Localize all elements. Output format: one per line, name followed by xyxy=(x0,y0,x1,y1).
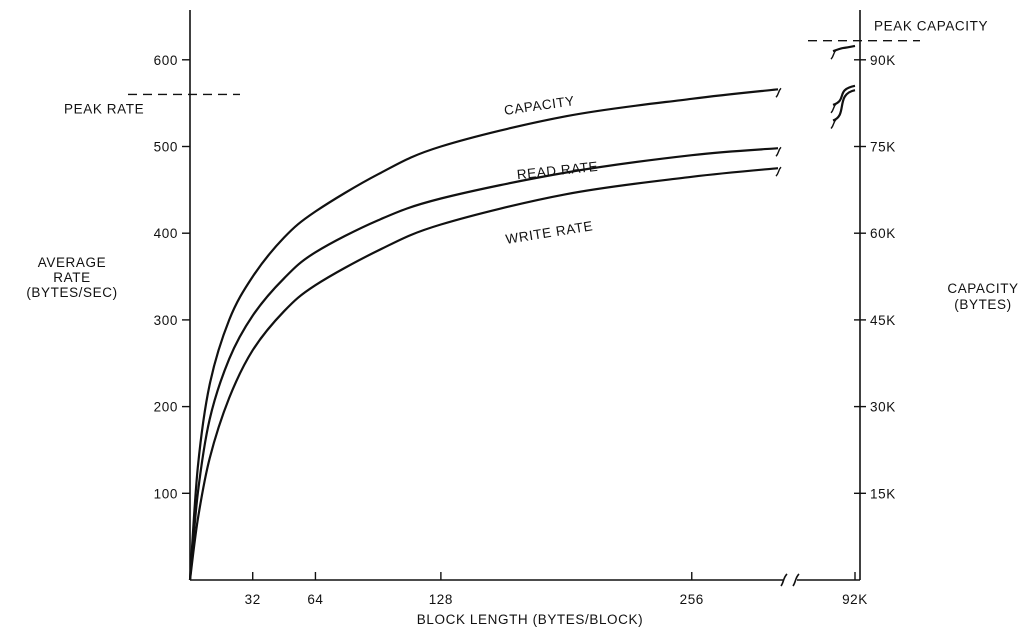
series-break-mark xyxy=(775,166,782,177)
series-line-read-rate xyxy=(188,147,779,581)
x-tick-label: 92K xyxy=(842,592,868,607)
curves xyxy=(128,40,920,581)
series-line-capacity xyxy=(188,88,779,581)
series-break-mark xyxy=(830,49,837,60)
x-axis-title: BLOCK LENGTH (BYTES/BLOCK) xyxy=(417,612,643,627)
series-break-mark xyxy=(830,103,837,114)
y-left-tick-label: 200 xyxy=(154,400,178,415)
x-axis-break-mark xyxy=(780,573,788,587)
peak-rate-label: PEAK RATE xyxy=(64,101,144,116)
axes xyxy=(189,10,861,587)
series-label: READ RATE xyxy=(516,159,599,182)
y-right-tick-label: 30K xyxy=(870,400,896,415)
series-tail-read-rate xyxy=(832,84,856,106)
series-tail-write-rate xyxy=(832,89,856,122)
x-tick-label: 128 xyxy=(429,592,453,607)
series-break-mark xyxy=(775,87,782,98)
x-axis-break-mark xyxy=(792,573,800,587)
series-break-mark xyxy=(775,146,782,157)
y-left-tick-label: 300 xyxy=(154,313,178,328)
ticks xyxy=(182,59,866,580)
series-break-mark xyxy=(830,118,837,129)
y-right-tick-label: 75K xyxy=(870,140,896,155)
y-left-axis-title: AVERAGE xyxy=(38,255,106,270)
y-right-axis-title: (BYTES) xyxy=(954,297,1011,312)
y-right-tick-label: 15K xyxy=(870,486,896,501)
y-left-axis-title: RATE xyxy=(53,270,90,285)
x-tick-label: 32 xyxy=(245,592,261,607)
y-right-axis-title: CAPACITY xyxy=(947,281,1018,296)
series-line-write-rate xyxy=(188,167,779,581)
y-right-tick-label: 90K xyxy=(870,53,896,68)
peak-capacity-label: PEAK CAPACITY xyxy=(874,19,988,34)
labels: 32 64 128 256 92K 100 200 300 400 500 600 15K 30K 45K… xyxy=(26,19,1018,627)
series-label: WRITE RATE xyxy=(505,218,595,247)
y-right-tick-label: 45K xyxy=(870,313,896,328)
series-label: CAPACITY xyxy=(503,93,576,118)
y-left-tick-label: 100 xyxy=(154,486,178,501)
x-tick-label: 256 xyxy=(680,592,704,607)
x-tick-label: 64 xyxy=(307,592,323,607)
y-left-tick-label: 500 xyxy=(154,140,178,155)
y-left-tick-label: 400 xyxy=(154,226,178,241)
series-tail-capacity xyxy=(832,44,856,53)
y-right-tick-label: 60K xyxy=(870,226,896,241)
y-left-tick-label: 600 xyxy=(154,53,178,68)
y-left-axis-title: (BYTES/SEC) xyxy=(26,285,117,300)
